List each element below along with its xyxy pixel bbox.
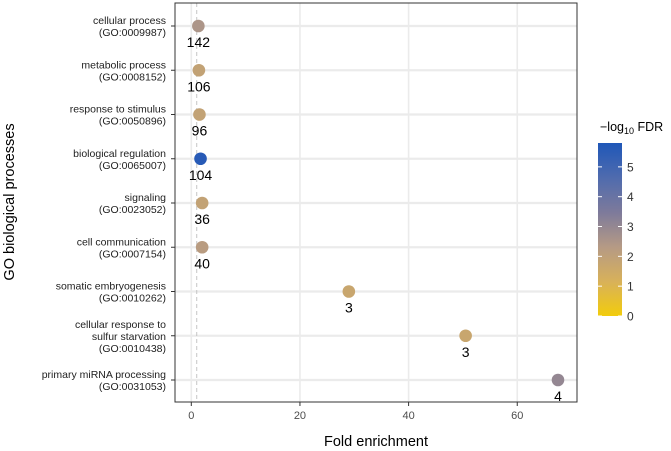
- count-label: 106: [187, 78, 211, 94]
- go-term-label: cellular process: [93, 15, 166, 27]
- legend-colorbar: [598, 143, 622, 316]
- legend-tick-label: 4: [627, 190, 634, 204]
- go-term-label: signaling: [125, 192, 167, 204]
- y-category-label: biological regulation(GO:0065007): [73, 148, 166, 172]
- go-id-label: (GO:0009987): [99, 27, 166, 39]
- count-label: 96: [192, 123, 208, 139]
- data-point: [193, 108, 206, 121]
- data-point: [195, 240, 209, 254]
- go-id-label: (GO:0007154): [99, 248, 166, 260]
- data-point: [342, 285, 356, 298]
- y-category-label: primary miRNA processing(GO:0031053): [42, 369, 166, 393]
- legend-tick-label: 2: [627, 250, 634, 264]
- x-tick-label: 40: [402, 410, 414, 422]
- legend-tick-label: 3: [627, 220, 634, 234]
- data-point: [459, 329, 472, 343]
- go-term-label: cell communication: [77, 236, 166, 248]
- legend-tick-label: 0: [627, 310, 634, 324]
- go-term-label: cellular response to: [75, 319, 166, 331]
- legend-title: −log10 FDR: [600, 120, 663, 136]
- go-id-label: (GO:0065007): [99, 160, 166, 172]
- y-category-label: metabolic process(GO:0008152): [81, 59, 166, 83]
- y-axis-title: GO biological processes: [2, 123, 18, 280]
- y-category-label: cell communication(GO:0007154): [77, 236, 166, 260]
- go-term-label: biological regulation: [73, 148, 166, 160]
- legend-tick-label: 1: [627, 280, 634, 294]
- data-point: [192, 19, 205, 33]
- y-category-label: somatic embryogenesis(GO:0010262): [56, 281, 166, 305]
- data-point: [194, 152, 207, 166]
- count-label: 40: [194, 255, 210, 271]
- count-label: 3: [462, 344, 470, 360]
- x-axis-title: Fold enrichment: [324, 434, 428, 450]
- go-term-label: sulfur starvation: [92, 331, 166, 343]
- go-term-label: somatic embryogenesis: [56, 281, 166, 293]
- data-point: [195, 196, 209, 210]
- count-label: 104: [189, 167, 213, 183]
- y-category-label: cellular process(GO:0009987): [93, 15, 166, 39]
- x-tick-label: 0: [188, 410, 194, 422]
- x-tick-label: 60: [511, 410, 523, 422]
- count-label: 142: [187, 34, 211, 50]
- go-id-label: (GO:0010262): [99, 293, 166, 305]
- legend-tick-label: 5: [627, 160, 634, 174]
- y-category-label: signaling(GO:0023052): [99, 192, 166, 216]
- data-point: [551, 373, 565, 387]
- go-term-label: metabolic process: [81, 59, 166, 71]
- go-id-label: (GO:0031053): [99, 381, 166, 393]
- count-label: 4: [554, 388, 562, 404]
- count-label: 36: [194, 211, 210, 227]
- x-tick-label: 20: [294, 410, 306, 422]
- go-term-label: primary miRNA processing: [42, 369, 166, 381]
- go-term-label: response to stimulus: [70, 104, 166, 116]
- go-id-label: (GO:0023052): [99, 204, 166, 216]
- count-label: 3: [345, 300, 353, 316]
- y-category-label: response to stimulus(GO:0050896): [70, 104, 166, 128]
- go-id-label: (GO:0010438): [99, 343, 166, 355]
- go-id-label: (GO:0008152): [99, 71, 166, 83]
- go-id-label: (GO:0050896): [99, 116, 166, 128]
- data-point: [192, 63, 206, 77]
